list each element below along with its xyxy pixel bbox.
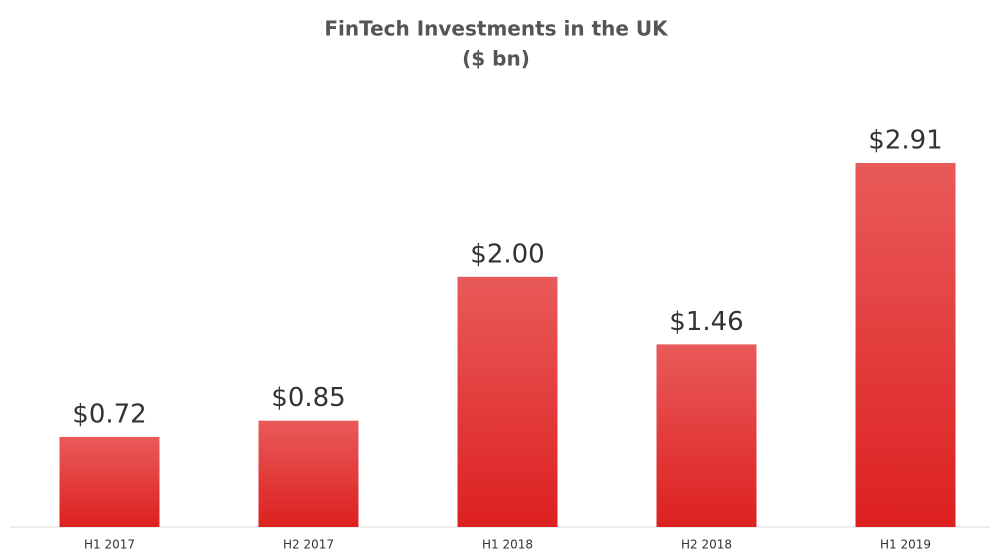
chart-subtitle: ($ bn): [462, 47, 530, 71]
chart-title: FinTech Investments in the UK: [324, 17, 669, 41]
bar: [457, 276, 558, 527]
data-label: $1.46: [669, 307, 743, 337]
bar: [258, 420, 359, 527]
bar: [656, 344, 757, 527]
data-label: $0.85: [271, 383, 345, 413]
x-tick-label: H1 2018: [482, 538, 533, 552]
x-tick-label: H2 2018: [681, 538, 732, 552]
bar: [855, 163, 956, 527]
x-tick-label: H1 2019: [880, 538, 931, 552]
data-label: $2.00: [470, 239, 544, 269]
x-tick-label: H1 2017: [84, 538, 135, 552]
bar: [59, 436, 160, 527]
data-label: $0.72: [72, 399, 146, 429]
data-label: $2.91: [868, 126, 942, 156]
x-tick-label: H2 2017: [283, 538, 334, 552]
